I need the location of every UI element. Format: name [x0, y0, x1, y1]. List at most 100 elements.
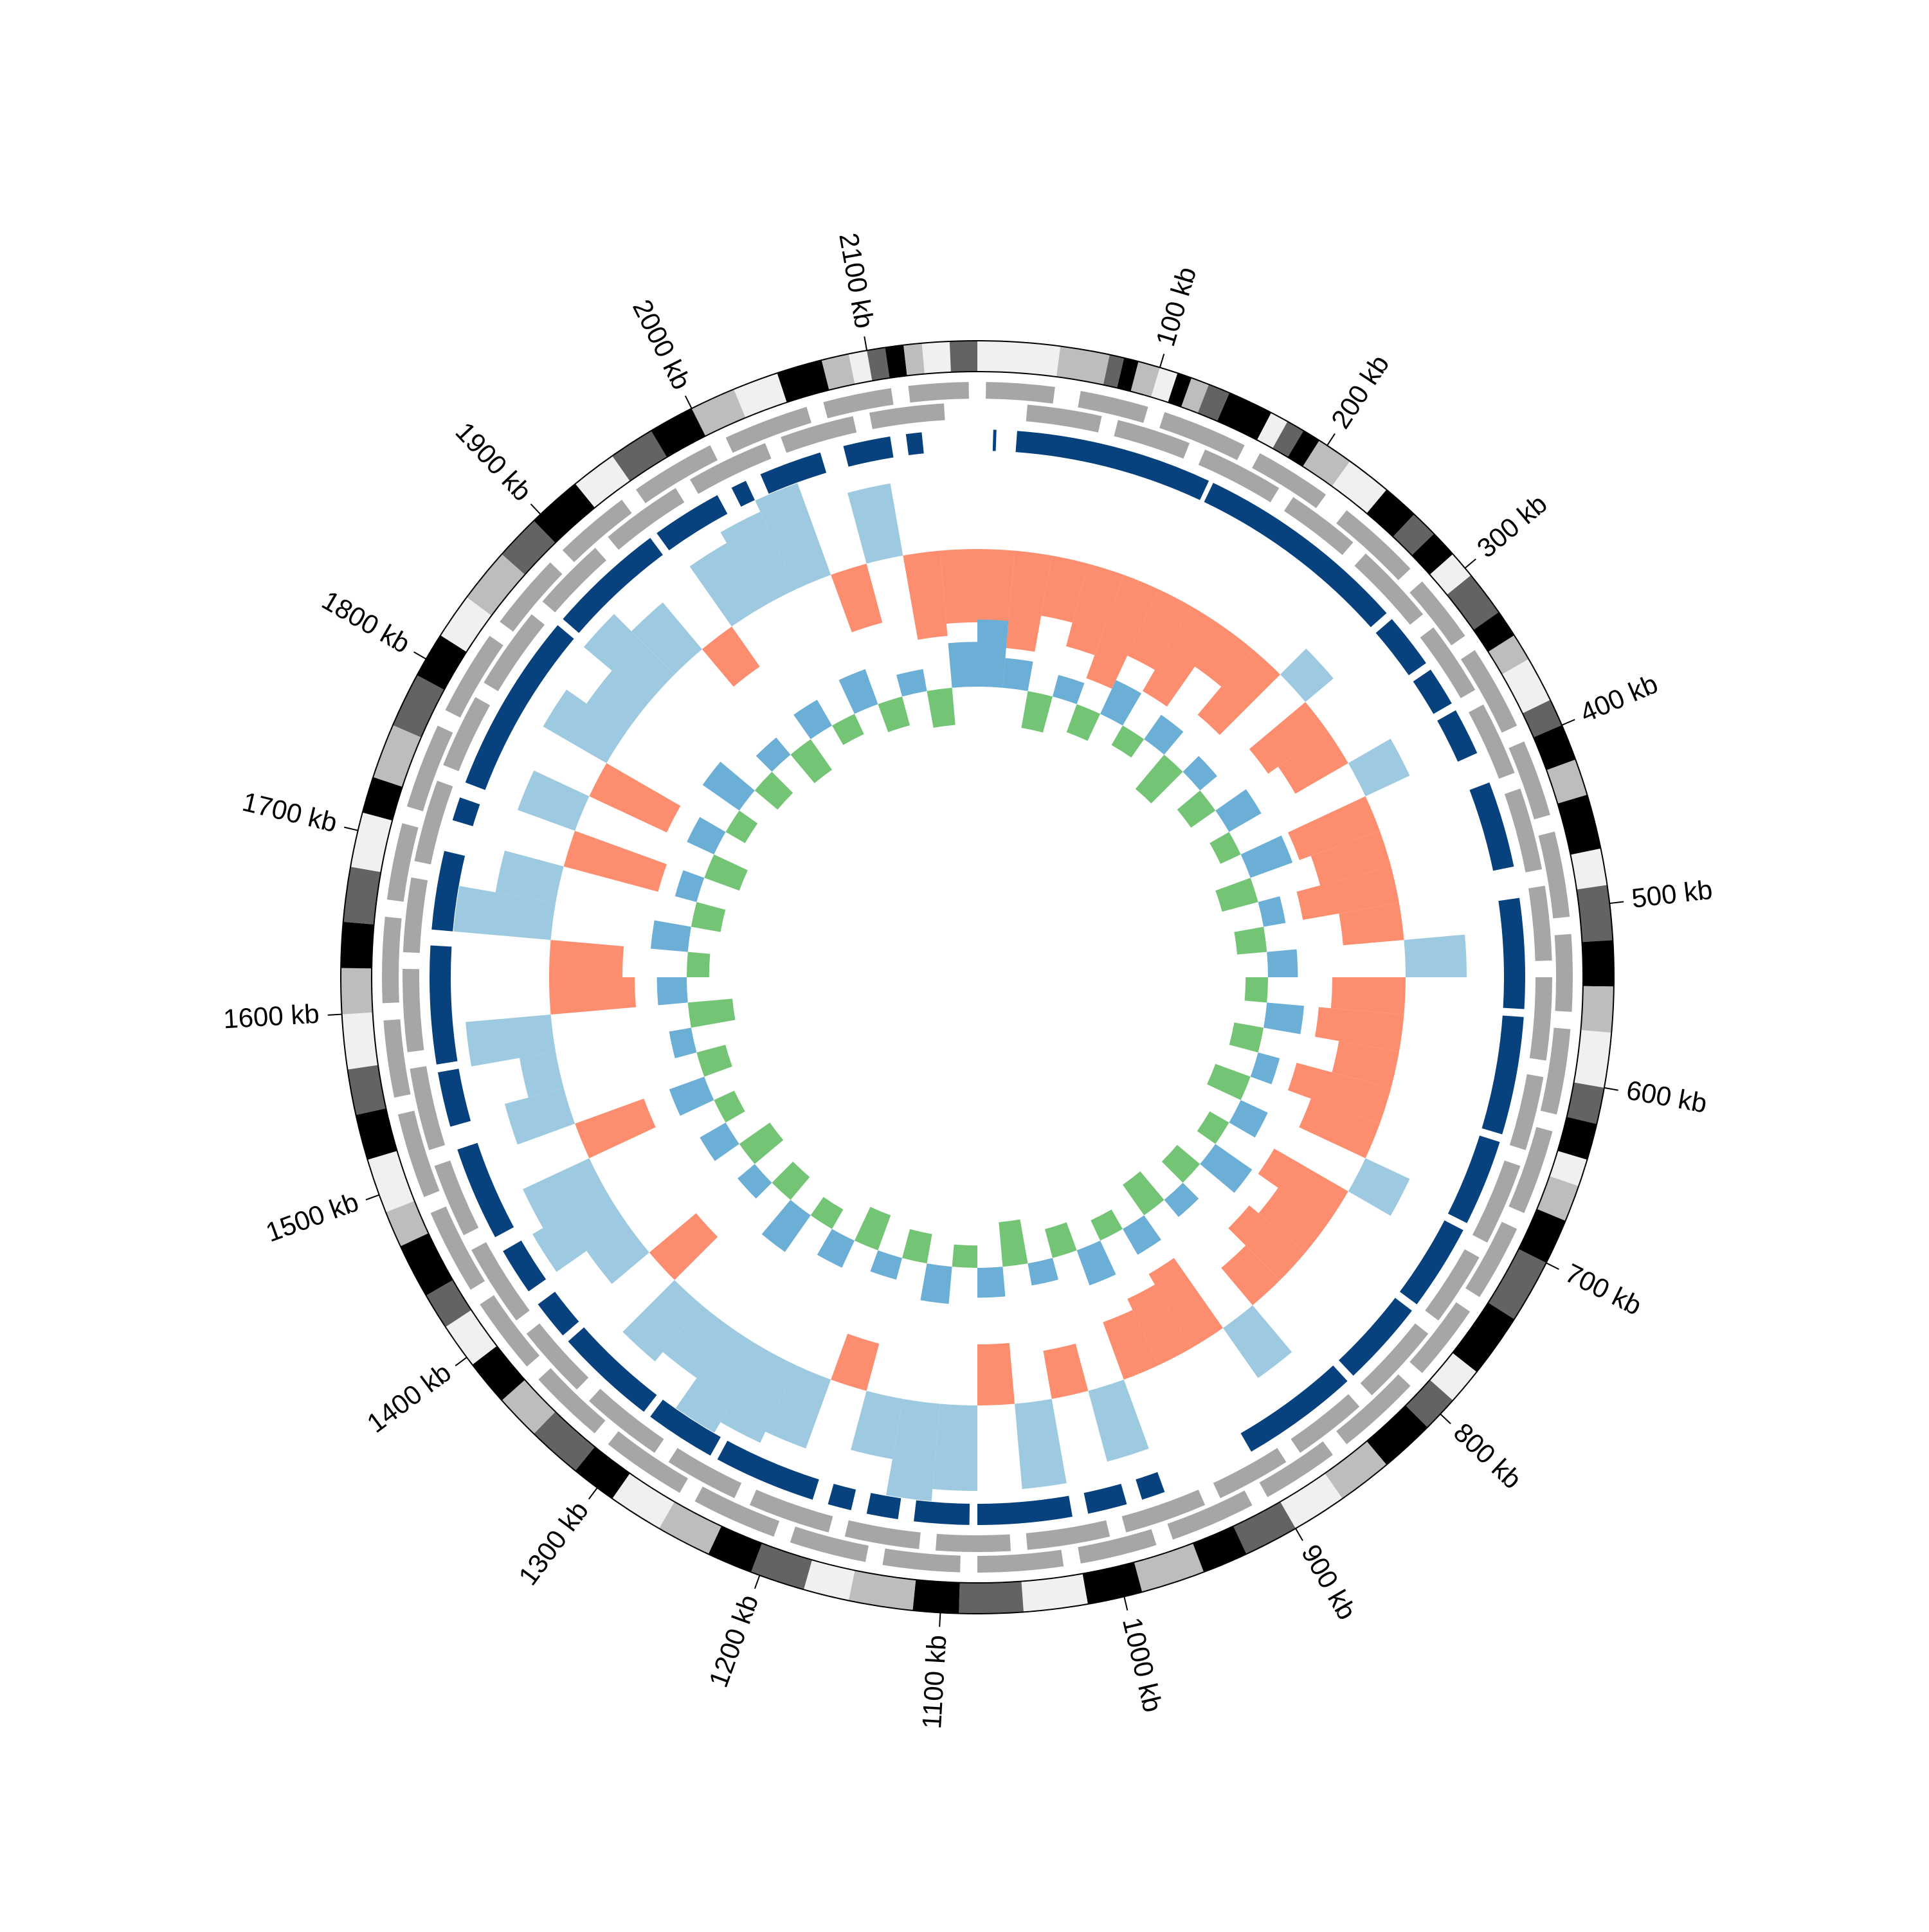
ideogram-band [1566, 1082, 1604, 1124]
ideogram-band [1406, 1380, 1453, 1428]
track-bar [1221, 1245, 1280, 1306]
ideogram-band [1151, 367, 1178, 402]
feature-block [1283, 497, 1354, 555]
track-bar [1200, 1144, 1253, 1193]
track-bar [1228, 1205, 1306, 1280]
tick-label: 2100 kb [833, 231, 880, 330]
track-bar [1330, 977, 1406, 1015]
feature-block [657, 495, 728, 551]
ideogram-band [373, 725, 422, 787]
track-bar [700, 1123, 739, 1161]
feature-block [1409, 581, 1465, 646]
track-bar [948, 642, 977, 688]
ideogram-band [1573, 1030, 1612, 1088]
track-bar [549, 977, 637, 1015]
ideogram-band [1130, 361, 1160, 397]
track-bar [1100, 680, 1141, 726]
track-bar [810, 1196, 844, 1229]
track-bar [1299, 1098, 1380, 1159]
tick-label: 1500 kb [262, 1186, 363, 1247]
feature-block [403, 968, 424, 1052]
track-bar [1122, 1171, 1164, 1216]
track-bar [687, 998, 736, 1028]
track-bar [952, 1244, 977, 1268]
tick-mark [530, 503, 541, 515]
feature-block [500, 562, 563, 632]
feature-block [1460, 650, 1517, 733]
ideogram-band [1117, 357, 1139, 392]
feature-block [430, 945, 458, 1065]
track-bar [761, 1200, 811, 1252]
feature-block [397, 1110, 440, 1197]
tick-mark [1604, 1087, 1618, 1091]
track-bar [854, 1207, 891, 1250]
feature-block [1399, 1220, 1463, 1305]
feature-block [717, 1440, 819, 1500]
track-bar [714, 1090, 745, 1123]
tick-label: 1200 kb [703, 1591, 764, 1692]
ring-outline [340, 340, 1615, 1614]
feature-block [457, 1142, 514, 1238]
ideogram-band [1557, 795, 1601, 855]
feature-block [1252, 453, 1327, 509]
ideogram-band [1518, 1209, 1566, 1263]
feature-block [1509, 1074, 1544, 1150]
feature-block [608, 1431, 688, 1493]
track-bar [650, 920, 691, 952]
ideogram-band [1411, 534, 1453, 575]
ideogram-band [803, 1560, 855, 1601]
track-bar [1144, 714, 1184, 755]
tick-label: 300 kb [1471, 488, 1553, 563]
feature-block [406, 725, 453, 811]
track-bar [1229, 1022, 1264, 1052]
ideogram-band [612, 430, 667, 482]
ideogram-band [417, 635, 467, 690]
ideogram-band [445, 1310, 497, 1365]
track-bar [1404, 934, 1467, 977]
feature-block [823, 388, 894, 419]
tick-mark [864, 336, 868, 351]
track-bar [1223, 1305, 1292, 1378]
ideogram-band [472, 1346, 525, 1401]
feature-block [383, 1019, 411, 1098]
track-bar [549, 939, 624, 977]
ideogram-band [921, 341, 951, 374]
track-bar [519, 1051, 564, 1098]
ideogram-band [1366, 489, 1415, 537]
ideogram-band [821, 354, 855, 390]
track-bar [1006, 550, 1052, 652]
track-bar [1244, 977, 1268, 1003]
ideogram-band [575, 1447, 630, 1499]
ideogram-band [848, 350, 873, 384]
feature-block [1121, 1490, 1206, 1533]
feature-block [869, 403, 945, 429]
track-bar [1258, 1148, 1348, 1223]
track-bar [532, 1191, 627, 1272]
feature-block [1339, 1297, 1412, 1376]
track-bar [1143, 606, 1224, 707]
ideogram-band [1452, 1303, 1514, 1373]
ideogram-band [575, 456, 630, 508]
track-bar [691, 902, 726, 932]
tick-mark [754, 1575, 761, 1589]
track-bar [1086, 575, 1159, 689]
track-bar [831, 1333, 880, 1391]
feature-block [1360, 1323, 1429, 1396]
feature-block [1420, 627, 1476, 698]
ideogram-band [1082, 1562, 1143, 1604]
track-bar [977, 619, 1009, 688]
feature-block [1375, 618, 1426, 676]
tick-mark [684, 395, 693, 409]
track-bar [669, 1076, 714, 1116]
track-bar [977, 549, 1015, 624]
track-bar [702, 626, 760, 687]
track-bar [847, 483, 903, 564]
ideogram-band [691, 389, 746, 437]
track-bar [675, 870, 705, 903]
tick-label: 400 kb [1576, 668, 1662, 728]
feature-block [1504, 788, 1543, 872]
ideogram-band [885, 345, 907, 378]
track-bar [702, 761, 755, 811]
feature-block [790, 1526, 869, 1562]
feature-block [538, 1368, 606, 1434]
